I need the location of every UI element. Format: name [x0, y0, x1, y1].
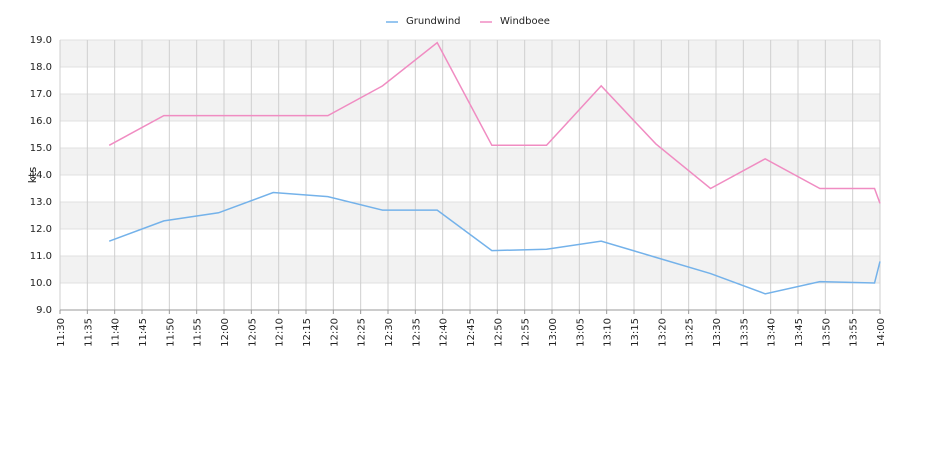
y-tick-label: 15.0: [30, 143, 52, 154]
y-tick-label: 13.0: [30, 197, 52, 208]
legend-label: Grundwind: [406, 16, 461, 27]
x-tick-label: 13:05: [575, 318, 586, 347]
x-tick-label: 12:05: [247, 318, 258, 347]
x-tick-label: 14:00: [876, 318, 887, 347]
x-tick-label: 13:00: [548, 318, 559, 347]
x-tick-label: 12:35: [411, 318, 422, 347]
x-tick-label: 11:45: [138, 318, 149, 347]
x-tick-label: 13:40: [767, 318, 778, 347]
x-tick-label: 12:20: [329, 318, 340, 347]
x-tick-label: 13:50: [821, 318, 832, 347]
y-tick-label: 9.0: [36, 305, 52, 316]
x-tick-label: 11:40: [111, 318, 122, 347]
x-tick-label: 11:30: [56, 318, 67, 347]
y-tick-label: 14.0: [30, 170, 52, 181]
x-tick-label: 12:10: [275, 318, 286, 347]
x-tick-label: 12:00: [220, 318, 231, 347]
y-tick-label: 12.0: [30, 224, 52, 235]
data-line: [108, 41, 881, 204]
y-tick-label: 17.0: [30, 89, 52, 100]
x-tick-label: 13:45: [794, 318, 805, 347]
y-tick-label: 10.0: [30, 278, 52, 289]
y-tick-label: 16.0: [30, 116, 52, 127]
x-tick-label: 13:55: [849, 318, 860, 347]
x-tick-label: 13:35: [739, 318, 750, 347]
y-tick-label: 19.0: [30, 35, 52, 46]
legend-label: Windboee: [500, 16, 550, 27]
x-tick-label: 13:15: [630, 318, 641, 347]
y-axis-label: kts: [26, 167, 39, 184]
x-tick-label: 13:30: [712, 318, 723, 347]
x-tick-label: 12:25: [357, 318, 368, 347]
x-tick-label: 12:55: [521, 318, 532, 347]
x-tick-label: 11:35: [83, 318, 94, 347]
x-tick-label: 11:50: [165, 318, 176, 347]
x-tick-label: 12:50: [493, 318, 504, 347]
y-tick-label: 18.0: [30, 62, 52, 73]
data-line: [108, 191, 881, 295]
x-tick-label: 12:40: [439, 318, 450, 347]
x-tick-label: 11:55: [193, 318, 204, 347]
y-tick-label: 11.0: [30, 251, 52, 262]
x-tick-label: 12:45: [466, 318, 477, 347]
x-tick-label: 12:30: [384, 318, 395, 347]
x-tick-label: 13:20: [657, 318, 668, 347]
x-tick-label: 12:15: [302, 318, 313, 347]
x-tick-label: 13:25: [685, 318, 696, 347]
x-tick-label: 13:10: [603, 318, 614, 347]
